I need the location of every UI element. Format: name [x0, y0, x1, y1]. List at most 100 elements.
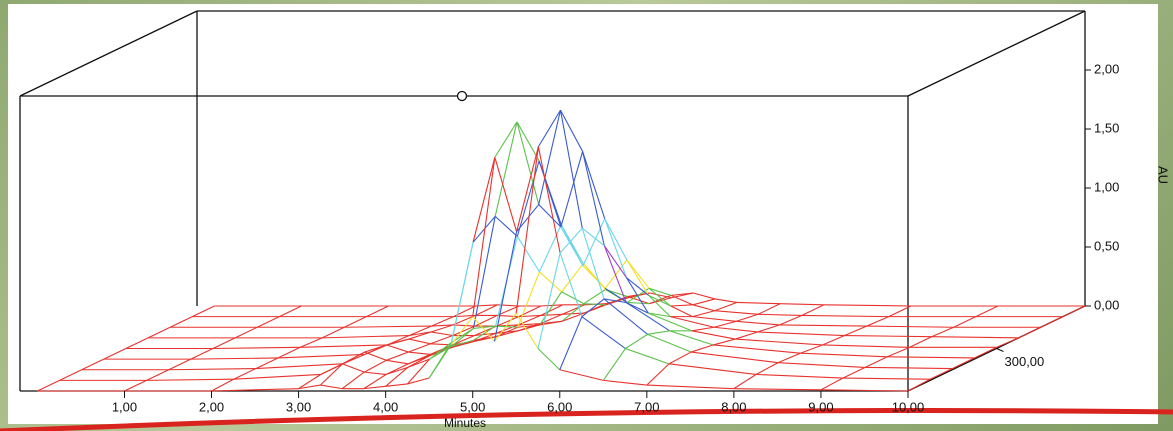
surface-segment [81, 358, 105, 371]
surface-segment [670, 305, 693, 318]
surface-segment [540, 304, 563, 307]
surface-segment [952, 357, 975, 370]
surface-segment [256, 316, 280, 328]
surface-segment [515, 312, 539, 349]
surface-segment [516, 204, 540, 233]
surface-segment [736, 301, 781, 305]
surface-segment [517, 271, 540, 328]
surface-segment [714, 301, 737, 312]
surface-segment [887, 346, 910, 358]
surface-segment [625, 347, 670, 365]
surface-segment [408, 331, 432, 340]
surface-segment [1062, 305, 1086, 318]
surface-segment [212, 337, 236, 349]
z-tick-label: 1,50 [1094, 120, 1119, 135]
surface-segment [779, 314, 802, 326]
surface-segment [342, 351, 365, 365]
surface-segment [627, 301, 650, 305]
surface-segment [430, 324, 454, 333]
surface-segment [233, 368, 257, 380]
surface-segment [603, 298, 627, 304]
surface-segment [559, 252, 583, 317]
surface-segment [888, 305, 912, 318]
z-tick-label: 1,00 [1094, 179, 1119, 194]
surface-segment [670, 294, 694, 306]
surface-segment [386, 338, 409, 346]
surface-segment [516, 236, 540, 273]
surface-segment [408, 343, 431, 353]
surface-segment [626, 259, 650, 296]
surface-segment [298, 374, 322, 390]
surface-segment [146, 378, 234, 381]
surface-segment [517, 324, 540, 328]
surface-segment [363, 385, 386, 390]
surface-segment [755, 373, 844, 379]
x-axis-label: Minutes [444, 416, 486, 430]
surface-segment [190, 348, 214, 360]
surface-segment [714, 298, 737, 304]
z-tick-label: 0,50 [1094, 238, 1119, 253]
surface-segment [539, 291, 563, 326]
surface-segment [974, 346, 997, 359]
surface-segment [603, 379, 647, 386]
surface-segment [603, 298, 648, 335]
surface-segment [364, 351, 387, 361]
surface-segment [496, 314, 519, 318]
surface-segment [538, 160, 562, 225]
surface-segment [582, 151, 605, 246]
surface-segment [475, 304, 498, 307]
surface-segment [493, 231, 518, 342]
surface-segment [668, 363, 757, 376]
surface-segment [537, 348, 561, 371]
surface-segment [473, 336, 496, 341]
surface-segment [430, 331, 453, 337]
surface-segment [516, 146, 539, 232]
surface-segment [428, 342, 452, 379]
surface-segment [909, 336, 932, 348]
surface-segment [627, 296, 650, 305]
surface-segment [473, 325, 496, 329]
surface-segment [341, 371, 365, 390]
x-tick-label: 2,00 [199, 399, 224, 414]
surface-segment [603, 245, 627, 279]
surface-segment [844, 325, 867, 337]
surface-segment [733, 374, 757, 390]
surface-segment [494, 312, 517, 342]
surface-segment [757, 303, 781, 315]
surface-segment [800, 352, 888, 358]
surface-segment [322, 334, 410, 339]
surface-segment [279, 305, 302, 318]
surface-segment [146, 369, 169, 381]
surface-segment [735, 331, 758, 340]
surface-segment [801, 314, 889, 318]
surface-segment [234, 326, 258, 339]
cursor-marker[interactable] [456, 90, 468, 102]
surface-segment [690, 344, 714, 353]
surface-segment [474, 332, 497, 337]
surface-segment [733, 388, 821, 391]
surface-segment [386, 351, 409, 361]
surface-segment [625, 301, 649, 314]
surface-segment [408, 325, 432, 337]
surface-segment [407, 377, 430, 385]
surface-segment [385, 383, 408, 387]
surface-segment [539, 271, 562, 293]
x-tick-label: 1,00 [112, 399, 137, 414]
surface-segment [299, 337, 323, 348]
z-tick-label: 0,00 [1094, 297, 1119, 312]
surface-segment [385, 363, 409, 375]
surface-segment [735, 338, 823, 346]
surface-segment [211, 378, 234, 392]
surface-segment [495, 330, 519, 338]
surface-segment [779, 324, 867, 327]
surface-segment [408, 338, 431, 345]
surface-segment [472, 157, 496, 317]
surface-segment [494, 121, 518, 217]
surface-segment [277, 346, 301, 359]
surface-segment [537, 146, 561, 254]
surface-segment [494, 215, 518, 237]
surface-segment [125, 337, 149, 349]
surface-segment [625, 333, 648, 349]
surface-segment [431, 316, 454, 327]
surface-segment [560, 151, 584, 228]
